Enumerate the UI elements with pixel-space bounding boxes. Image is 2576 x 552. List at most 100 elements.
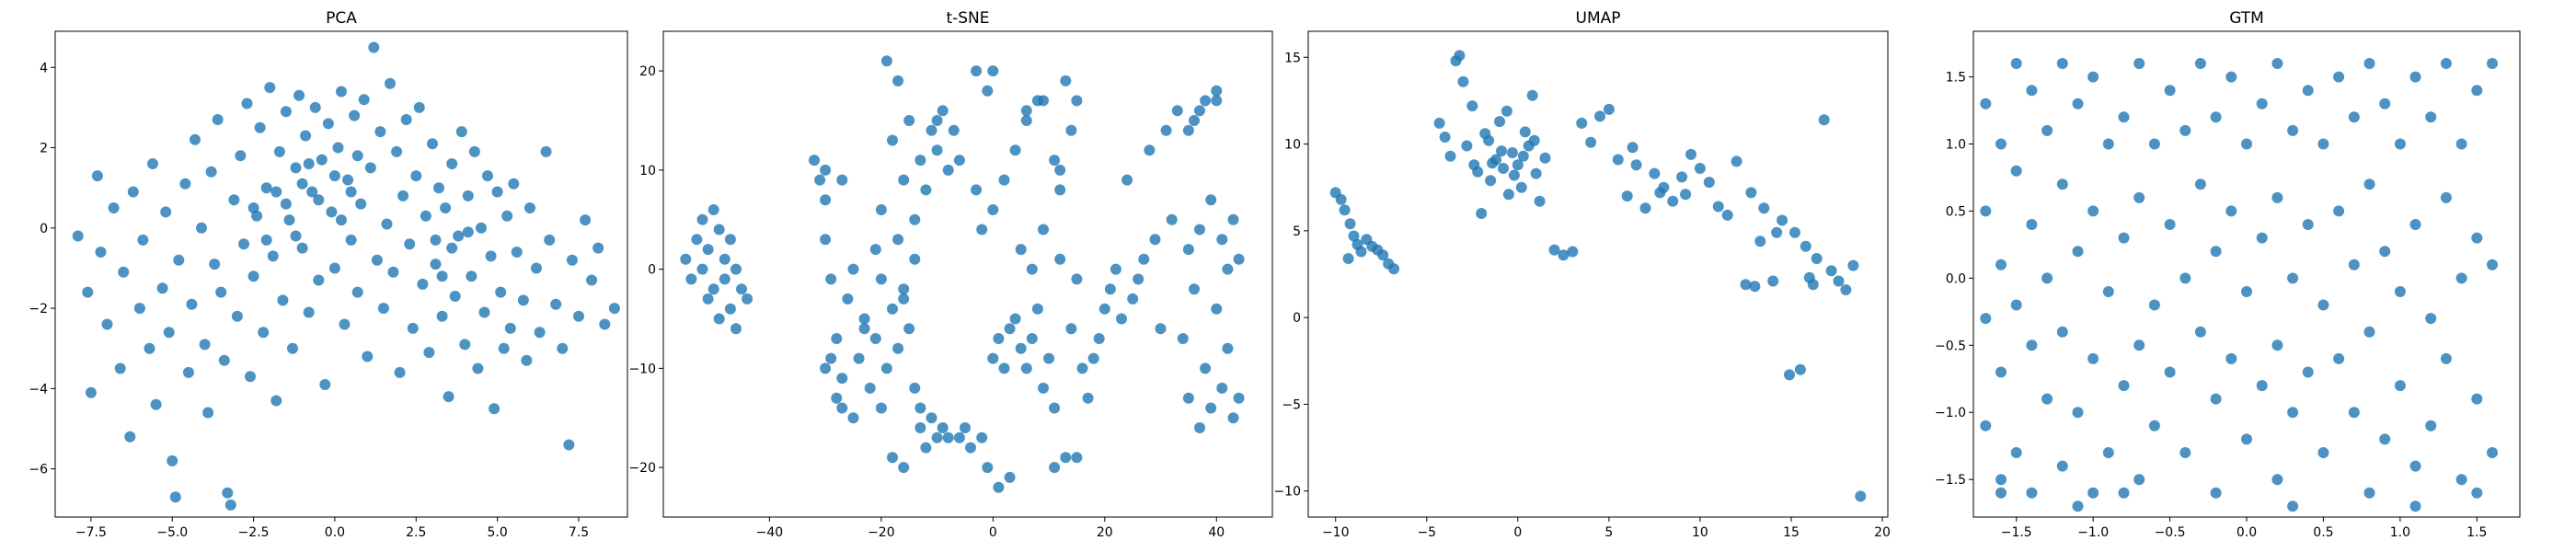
scatter-point <box>394 366 406 378</box>
scatter-point <box>114 362 126 374</box>
scatter-point <box>1049 462 1061 474</box>
scatter-point <box>1526 89 1538 101</box>
scatter-point <box>909 253 921 265</box>
scatter-point <box>368 41 380 53</box>
scatter-point <box>713 224 725 236</box>
scatter-point <box>1476 208 1488 219</box>
x-tick-label: 20 <box>1874 525 1891 540</box>
scatter-point <box>880 362 892 374</box>
scatter-point <box>1009 144 1021 156</box>
scatter-point <box>2271 474 2283 486</box>
scatter-point <box>1049 402 1061 414</box>
x-tick-label: −1.0 <box>2077 525 2109 540</box>
scatter-point <box>2241 138 2252 150</box>
scatter-point <box>1758 202 1770 214</box>
x-tick-label: 0 <box>1513 525 1522 540</box>
scatter-point <box>462 226 474 238</box>
y-tick-label: −1.0 <box>1935 406 1966 420</box>
scatter-point <box>736 283 747 295</box>
scatter-point <box>306 186 318 198</box>
scatter-point <box>2225 352 2237 364</box>
scatter-point <box>2363 58 2375 69</box>
scatter-point <box>1995 474 2007 486</box>
scatter-point <box>504 322 516 334</box>
scatter-point <box>173 254 185 266</box>
scatter-point <box>1800 240 1811 252</box>
scatter-point <box>1649 167 1661 179</box>
y-tick-label: 0 <box>40 222 48 236</box>
scatter-point <box>228 194 240 206</box>
scatter-point <box>440 202 452 213</box>
scatter-point <box>215 286 227 298</box>
scatter-point <box>1133 273 1144 285</box>
scatter-point <box>72 230 84 242</box>
scatter-point <box>1388 263 1400 275</box>
scatter-point <box>2225 205 2237 217</box>
subplot-title: t-SNE <box>946 9 989 28</box>
scatter-point <box>2210 246 2222 258</box>
scatter-point <box>1558 249 1570 261</box>
scatter-point <box>2210 487 2222 499</box>
scatter-point <box>472 362 484 374</box>
scatter-point <box>2133 191 2145 203</box>
scatter-point <box>724 303 736 315</box>
scatter-point <box>2271 191 2283 203</box>
scatter-point <box>903 323 915 335</box>
scatter-point <box>2102 447 2114 458</box>
scatter-point <box>987 204 999 215</box>
subplot-title: GTM <box>2229 9 2264 28</box>
scatter-point <box>2379 433 2391 445</box>
scatter-point <box>1344 218 1356 230</box>
scatter-point <box>909 382 921 394</box>
x-tick-label: −0.5 <box>2155 525 2186 540</box>
scatter-point <box>1348 230 1360 242</box>
y-tick-label: 1.5 <box>1946 71 1966 86</box>
scatter-point <box>898 462 910 474</box>
scatter-point <box>436 270 448 282</box>
y-tick-label: 2 <box>40 142 48 156</box>
x-tick-label: 20 <box>1097 525 1113 540</box>
scatter-point <box>1171 105 1183 117</box>
scatter-point <box>2164 366 2176 378</box>
scatter-point <box>1216 234 1228 246</box>
scatter-points <box>680 55 1245 493</box>
scatter-point <box>391 145 403 157</box>
scatter-point <box>2072 500 2084 512</box>
scatter-point <box>287 342 298 354</box>
scatter-point <box>371 254 383 266</box>
scatter-point <box>1377 249 1389 261</box>
scatter-point <box>1182 124 1194 136</box>
scatter-point <box>459 339 471 351</box>
x-tick-label: 2.5 <box>406 525 426 540</box>
scatter-point <box>1439 132 1451 143</box>
scatter-point <box>387 266 399 278</box>
scatter-point <box>730 263 742 275</box>
scatter-point <box>1980 98 1992 109</box>
scatter-point <box>186 298 198 310</box>
x-tick-label: 1.0 <box>2390 525 2410 540</box>
scatter-point <box>898 174 910 186</box>
scatter-point <box>1009 313 1021 325</box>
scatter-point <box>427 138 438 150</box>
scatter-point <box>948 124 960 136</box>
scatter-point <box>1498 163 1509 174</box>
scatter-point <box>1026 263 1038 275</box>
scatter-point <box>1980 313 1992 325</box>
scatter-point <box>820 164 832 176</box>
y-tick-label: 10 <box>1284 138 1301 153</box>
scatter-point <box>880 55 892 67</box>
scatter-point <box>1506 147 1518 158</box>
scatter-point <box>531 262 542 274</box>
scatter-point <box>1110 263 1121 275</box>
scatter-point <box>993 481 1005 493</box>
scatter-point <box>290 162 302 174</box>
scatter-point <box>2271 58 2283 69</box>
y-tick-label: 20 <box>639 64 656 79</box>
scatter-point <box>1807 279 1819 291</box>
scatter-point <box>2471 487 2483 499</box>
scatter-point <box>410 170 422 182</box>
scatter-point <box>358 94 370 106</box>
scatter-point <box>2133 58 2145 69</box>
scatter-point <box>2440 58 2452 69</box>
scatter-point <box>2118 380 2130 392</box>
